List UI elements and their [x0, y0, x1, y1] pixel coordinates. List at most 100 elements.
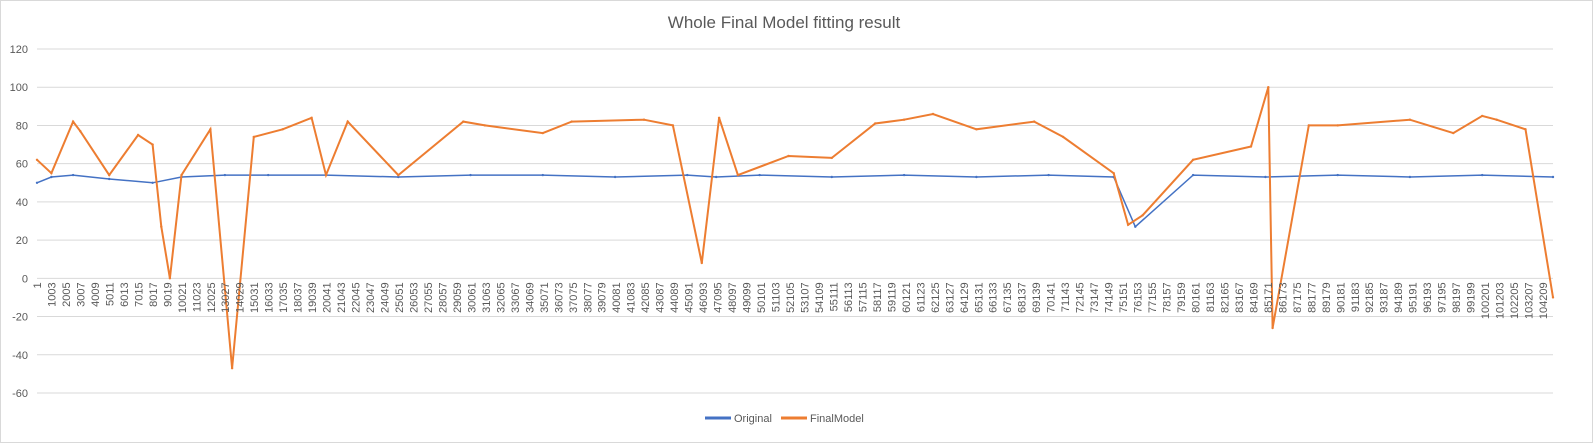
x-tick-label: 41083	[626, 282, 638, 313]
x-tick-label: 77155	[1147, 282, 1159, 313]
x-tick-label: 28057	[437, 282, 449, 313]
x-tick-label: 3007	[75, 282, 87, 306]
x-tick-label: 57115	[857, 282, 869, 312]
x-tick-label: 19039	[307, 282, 319, 313]
x-tick-label: 86173	[1277, 282, 1289, 313]
data-point-original	[1047, 173, 1050, 177]
x-tick-label: 64129	[959, 282, 971, 313]
x-tick-label: 59119	[886, 282, 898, 312]
x-tick-label: 75151	[1118, 282, 1130, 313]
x-tick-label: 2005	[61, 282, 73, 306]
y-tick-label: -40	[12, 350, 28, 362]
data-point-finalmodel	[397, 173, 400, 177]
y-axis-labels: 120 100 80 60 40 20 0 -20 -40 -60	[10, 44, 28, 400]
data-point-original	[902, 173, 906, 177]
data-point-finalmodel	[281, 128, 284, 131]
x-tick-label: 92185	[1364, 282, 1376, 313]
x-tick-label: 61123	[915, 282, 927, 312]
x-axis-labels: 1 1003 2005 3007 4009 5011 6013 7015 8017 9019 100…	[32, 282, 1550, 319]
data-point-finalmodel	[830, 156, 833, 160]
x-tick-label: 87175	[1292, 282, 1304, 313]
x-tick-label: 54109	[814, 282, 826, 313]
data-point-finalmodel	[483, 124, 487, 127]
y-tick-label: -60	[12, 388, 28, 400]
x-tick-label: 48097	[727, 282, 739, 313]
x-tick-label: 24049	[380, 282, 392, 313]
y-tick-label: 100	[10, 82, 28, 94]
data-point-finalmodel	[1249, 145, 1253, 148]
x-tick-label: 81163	[1205, 282, 1217, 312]
x-tick-label: 18037	[293, 282, 305, 313]
x-tick-label: 23047	[365, 282, 377, 313]
series-line-finalmodel	[36, 86, 1554, 369]
data-point-finalmodel	[160, 225, 163, 228]
data-point-finalmodel	[108, 173, 111, 177]
x-tick-label: 9019	[162, 282, 174, 306]
data-point-finalmodel	[700, 261, 703, 265]
x-tick-label: 98197	[1451, 282, 1463, 313]
data-point-finalmodel	[1267, 86, 1270, 89]
x-tick-label: 76153	[1133, 282, 1145, 313]
data-point-finalmodel	[180, 173, 183, 177]
x-tick-label: 39079	[597, 282, 609, 313]
y-tick-label: 120	[10, 44, 28, 56]
x-tick-label: 69139	[1031, 282, 1043, 313]
data-point-finalmodel	[1408, 118, 1412, 121]
legend-label-finalmodel: FinalModel	[810, 413, 864, 425]
data-point-finalmodel	[252, 135, 255, 139]
x-tick-label: 16033	[264, 282, 276, 313]
data-point-finalmodel	[50, 172, 53, 175]
x-tick-label: 38077	[582, 282, 594, 313]
x-tick-label: 84169	[1248, 282, 1260, 313]
data-point-finalmodel	[1481, 114, 1484, 118]
data-point-original	[50, 175, 53, 179]
data-point-original	[1191, 173, 1195, 177]
data-point-finalmodel	[1551, 296, 1555, 299]
data-point-finalmodel	[541, 131, 544, 135]
x-tick-label: 36073	[553, 282, 565, 313]
x-tick-label: 65131	[973, 282, 985, 313]
x-tick-label: 12025	[206, 282, 218, 313]
x-tick-label: 80161	[1190, 282, 1202, 313]
x-tick-label: 22045	[351, 282, 363, 313]
chart-title: Whole Final Model fitting result	[668, 13, 901, 32]
x-tick-label: 66133	[988, 282, 1000, 313]
series-line-original	[36, 174, 1554, 228]
x-tick-label: 78157	[1162, 282, 1174, 313]
x-tick-label: 33067	[510, 282, 522, 313]
x-tick-label: 53107	[799, 282, 811, 313]
data-point-original	[1481, 173, 1484, 177]
x-tick-label: 20041	[322, 282, 334, 313]
x-tick-label: 60121	[901, 282, 913, 313]
x-tick-label: 34069	[524, 282, 536, 313]
data-point-finalmodel	[1524, 128, 1527, 131]
data-point-finalmodel	[136, 133, 140, 137]
gridlines	[37, 48, 1553, 394]
x-tick-label: 82165	[1219, 282, 1231, 313]
x-tick-label: 10021	[177, 282, 189, 313]
data-point-finalmodel	[462, 120, 465, 123]
data-point-original	[1134, 225, 1137, 228]
data-point-finalmodel	[874, 122, 877, 125]
data-point-finalmodel	[1141, 214, 1144, 217]
data-point-finalmodel	[324, 173, 328, 177]
data-point-finalmodel	[1271, 326, 1274, 330]
data-point-original	[975, 175, 978, 179]
data-point-finalmodel	[671, 124, 675, 127]
data-point-original	[469, 173, 472, 177]
x-tick-label: 103207	[1524, 282, 1536, 319]
x-tick-label: 62125	[930, 282, 942, 313]
x-tick-label: 1003	[46, 282, 58, 306]
x-tick-label: 14029	[235, 282, 247, 313]
x-tick-label: 1	[32, 282, 44, 288]
x-tick-label: 25051	[394, 282, 406, 313]
x-tick-label: 11023	[191, 282, 203, 312]
data-point-finalmodel	[1307, 124, 1311, 127]
x-tick-label: 55111	[828, 282, 840, 311]
x-tick-label: 17035	[278, 282, 290, 313]
legend: Original FinalModel	[705, 413, 864, 425]
x-tick-label: 97195	[1437, 282, 1449, 313]
data-point-finalmodel	[1112, 172, 1115, 175]
